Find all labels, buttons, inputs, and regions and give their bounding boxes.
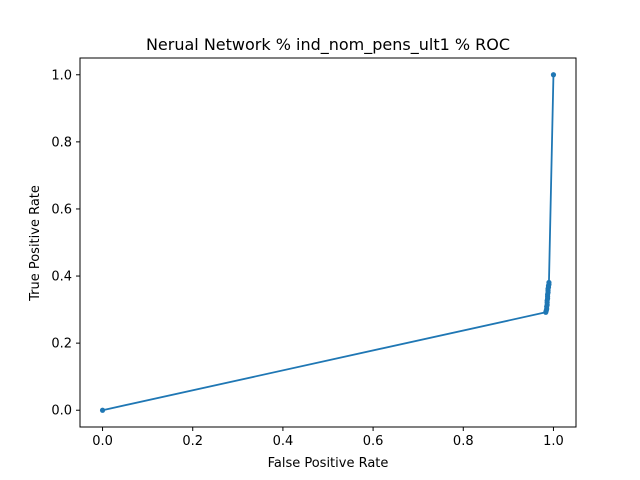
x-tick-label: 0.0: [92, 434, 113, 449]
x-axis-label: False Positive Rate: [268, 456, 389, 471]
chart-title: Nerual Network % ind_nom_pens_ult1 % ROC: [146, 35, 510, 55]
y-tick-label: 1.0: [51, 68, 72, 83]
y-tick-label: 0.0: [51, 404, 72, 419]
y-tick-label: 0.4: [51, 270, 72, 285]
x-axis: 0.0 0.2 0.4 0.6 0.8 1.0: [92, 427, 564, 449]
roc-curve-line: [102, 74, 555, 412]
plot-frame: [79, 57, 577, 428]
y-tick-label: 0.8: [51, 135, 72, 150]
y-tick-label: 0.2: [51, 337, 72, 352]
x-tick-label: 0.6: [363, 434, 384, 449]
y-axis-label: True Positive Rate: [28, 185, 43, 302]
x-tick-label: 1.0: [543, 434, 564, 449]
roc-point: [550, 72, 557, 78]
x-tick-label: 0.4: [273, 434, 294, 449]
y-axis: 0.0 0.2 0.4 0.6 0.8 1.0: [51, 68, 80, 419]
x-tick-label: 0.2: [182, 434, 203, 449]
roc-point: [546, 279, 552, 286]
roc-point: [99, 407, 106, 413]
series-layer: [99, 72, 557, 413]
plot-area: [79, 57, 577, 428]
x-tick-label: 0.8: [453, 434, 474, 449]
y-tick-label: 0.6: [51, 202, 72, 217]
